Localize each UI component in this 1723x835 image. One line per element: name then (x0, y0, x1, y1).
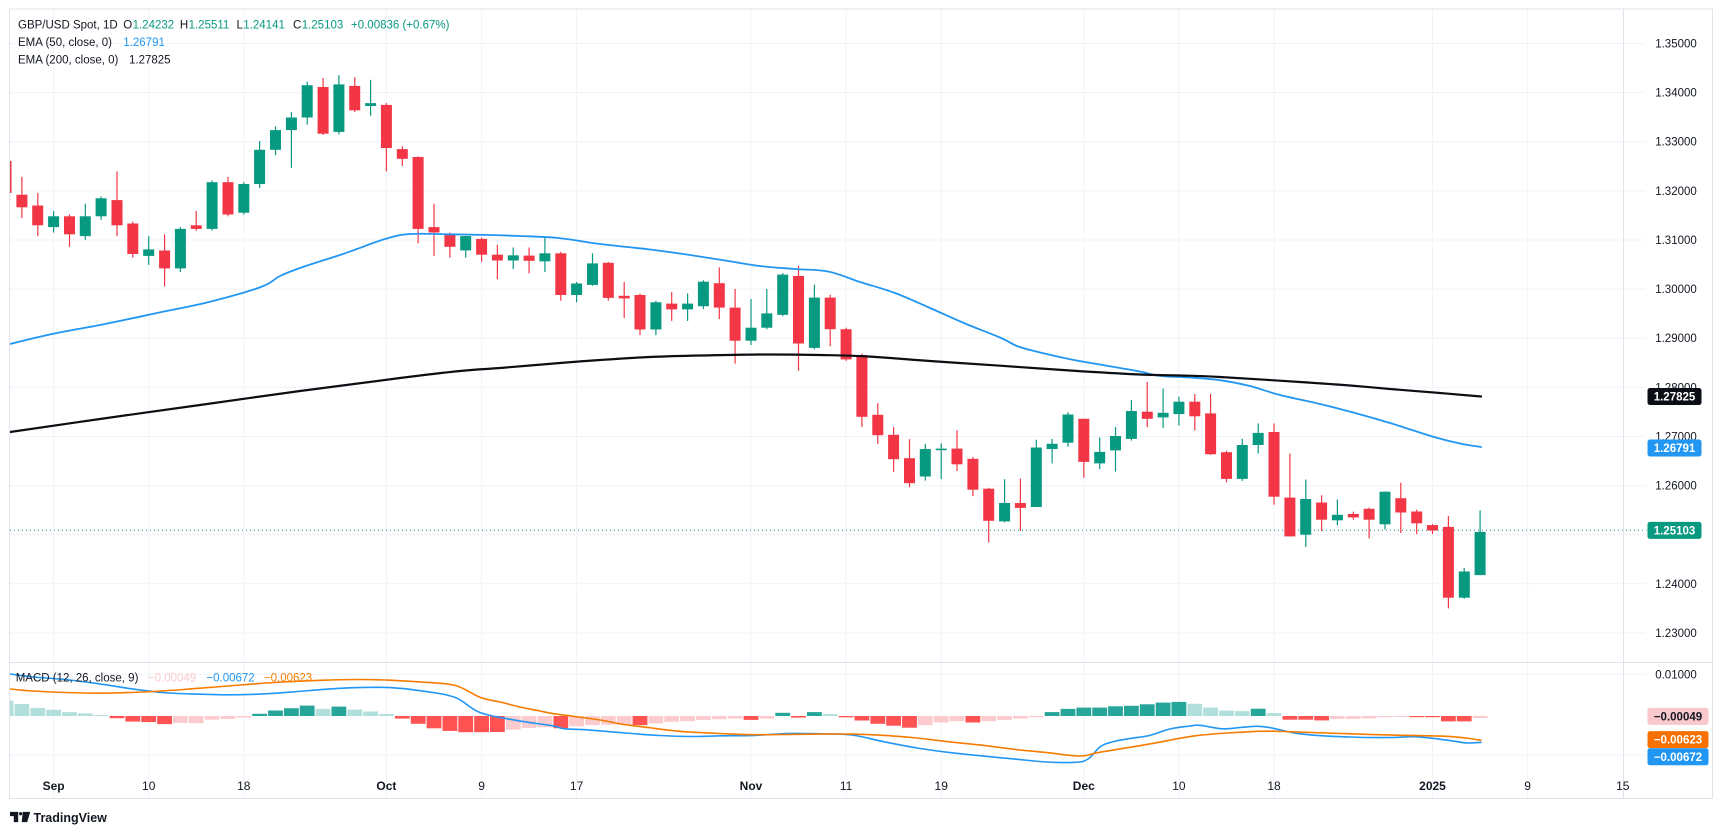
svg-text:19: 19 (935, 779, 949, 793)
svg-text:TradingView: TradingView (34, 811, 108, 825)
svg-text:1.26000: 1.26000 (1655, 481, 1697, 493)
svg-text:1.25103: 1.25103 (1654, 525, 1696, 537)
svg-text:0.01000: 0.01000 (1655, 669, 1697, 681)
svg-text:1.26791: 1.26791 (123, 37, 165, 49)
svg-text:GBP/USD Spot, 1D: GBP/USD Spot, 1D (18, 20, 118, 32)
svg-text:1.24141: 1.24141 (243, 20, 285, 32)
svg-text:1.23000: 1.23000 (1655, 628, 1697, 640)
svg-text:Nov: Nov (740, 779, 763, 793)
svg-text:1.24000: 1.24000 (1655, 579, 1697, 591)
svg-text:L: L (237, 20, 244, 32)
svg-text:2025: 2025 (1419, 779, 1446, 793)
svg-text:1.27825: 1.27825 (1654, 392, 1696, 404)
svg-text:−0.00672: −0.00672 (206, 673, 254, 685)
svg-text:1.34000: 1.34000 (1655, 88, 1697, 100)
svg-text:9: 9 (1524, 779, 1531, 793)
svg-text:18: 18 (1267, 779, 1281, 793)
svg-text:1.32000: 1.32000 (1655, 186, 1697, 198)
svg-text:18: 18 (237, 779, 251, 793)
svg-text:1.26791: 1.26791 (1654, 443, 1696, 455)
svg-text:15: 15 (1616, 779, 1630, 793)
svg-text:Oct: Oct (376, 779, 396, 793)
svg-text:−0.00623: −0.00623 (1654, 735, 1702, 747)
svg-text:1.29000: 1.29000 (1655, 333, 1697, 345)
svg-text:9: 9 (478, 779, 485, 793)
svg-text:Sep: Sep (43, 779, 65, 793)
svg-text:EMA (50, close, 0): EMA (50, close, 0) (18, 37, 112, 49)
svg-text:1.31000: 1.31000 (1655, 235, 1697, 247)
svg-text:C: C (293, 20, 301, 32)
svg-text:−0.00672: −0.00672 (1654, 752, 1702, 764)
svg-text:−0.00049: −0.00049 (1654, 711, 1702, 723)
svg-text:EMA (200, close, 0): EMA (200, close, 0) (18, 55, 119, 67)
svg-text:1.24232: 1.24232 (133, 20, 175, 32)
svg-text:1.25103: 1.25103 (302, 20, 344, 32)
svg-text:MACD (12, 26, close, 9): MACD (12, 26, close, 9) (16, 673, 139, 685)
svg-text:1.27825: 1.27825 (129, 55, 171, 67)
svg-text:1.33000: 1.33000 (1655, 137, 1697, 149)
svg-text:−0.00623: −0.00623 (264, 673, 312, 685)
svg-text:Dec: Dec (1073, 779, 1095, 793)
svg-text:17: 17 (570, 779, 584, 793)
svg-text:H: H (180, 20, 188, 32)
svg-text:−0.00049: −0.00049 (148, 673, 196, 685)
svg-text:10: 10 (142, 779, 156, 793)
svg-text:1.35000: 1.35000 (1655, 39, 1697, 51)
svg-text:1.25511: 1.25511 (189, 20, 230, 32)
svg-text:11: 11 (840, 779, 853, 793)
svg-text:1.30000: 1.30000 (1655, 284, 1697, 296)
svg-text:O: O (123, 20, 132, 32)
svg-text:+0.00836 (+0.67%): +0.00836 (+0.67%) (351, 20, 450, 32)
svg-text:10: 10 (1172, 779, 1186, 793)
